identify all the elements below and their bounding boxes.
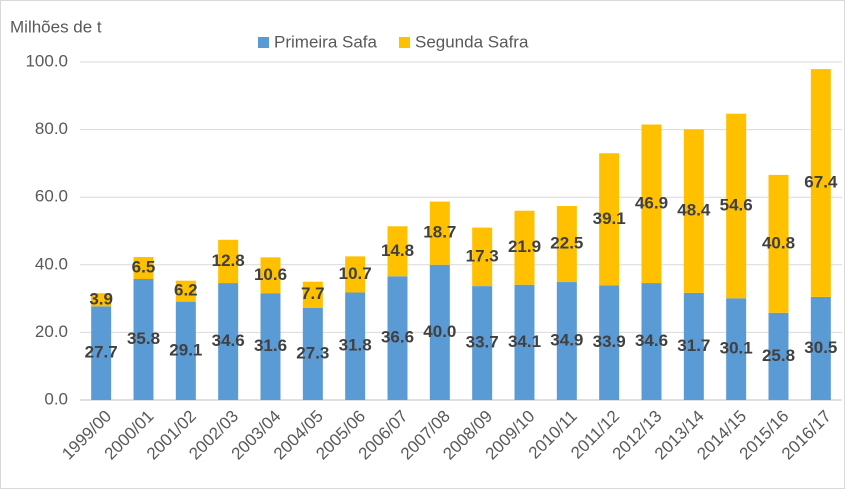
y-tick-label: 60.0 (35, 187, 68, 206)
bar-segment (345, 292, 366, 400)
data-label: 10.6 (254, 265, 287, 284)
data-label: 6.2 (174, 281, 198, 300)
bar-segment (387, 226, 408, 277)
data-label: 27.7 (85, 343, 118, 362)
bar-segment (91, 306, 112, 400)
y-tick-label: 80.0 (35, 119, 68, 138)
bar-segment (810, 69, 831, 297)
bar-segment (218, 283, 239, 400)
data-label: 33.7 (466, 333, 499, 352)
data-label: 30.1 (720, 339, 753, 358)
y-tick-label: 20.0 (35, 322, 68, 341)
legend-swatch (258, 37, 269, 48)
bar-segment (641, 124, 662, 284)
data-label: 34.1 (508, 332, 541, 351)
data-label: 18.7 (423, 223, 456, 242)
data-label: 14.8 (381, 241, 414, 260)
bar-segment (514, 284, 535, 400)
bar-segment (556, 282, 577, 400)
bar-segment (260, 257, 281, 294)
data-label: 39.1 (593, 209, 626, 228)
bar-segment (599, 153, 620, 286)
bar-segment (175, 301, 196, 400)
bar-segment (683, 129, 704, 293)
data-label: 6.5 (132, 257, 156, 276)
bar-segment (556, 205, 577, 283)
bar-segment (133, 257, 154, 279)
data-label: 46.9 (635, 193, 668, 212)
data-label: 40.0 (423, 322, 456, 341)
data-label: 25.8 (762, 346, 795, 365)
y-tick-label: 0.0 (44, 389, 68, 408)
data-label: 67.4 (804, 172, 838, 191)
bar-segment (260, 293, 281, 400)
bar-segment (683, 292, 704, 400)
bar-segment (175, 280, 196, 302)
legend-label: Primeira Safa (274, 32, 378, 51)
data-label: 33.9 (593, 332, 626, 351)
data-label: 31.7 (677, 336, 710, 355)
bar-segment (726, 298, 747, 400)
data-label: 10.7 (339, 264, 372, 283)
bar-segment (472, 286, 493, 400)
data-label: 34.6 (212, 331, 245, 350)
bar-segment (387, 276, 408, 400)
bar-segment (599, 285, 620, 400)
data-label: 3.9 (89, 289, 113, 308)
y-axis-label: Milhões de t (10, 17, 102, 36)
bar-segment (768, 174, 789, 313)
bar-segment (641, 283, 662, 400)
bar-segment (472, 227, 493, 287)
data-label: 30.5 (804, 338, 837, 357)
y-tick-label: 40.0 (35, 254, 68, 273)
y-tick-label: 100.0 (25, 51, 68, 70)
bar-segment (133, 278, 154, 400)
legend-swatch (398, 37, 410, 48)
data-label: 34.9 (550, 331, 583, 350)
bar-segment (302, 281, 323, 308)
legend-label: Segunda Safra (415, 32, 529, 51)
bar-segment (429, 201, 450, 265)
bar-segment (429, 264, 450, 400)
data-label: 40.8 (762, 233, 795, 252)
data-label: 12.8 (212, 251, 245, 270)
bar-segment (768, 312, 789, 400)
bar-segment (726, 113, 747, 299)
data-label: 48.4 (677, 201, 711, 220)
data-label: 34.6 (635, 331, 668, 350)
data-label: 21.9 (508, 237, 541, 256)
data-label: 29.1 (169, 340, 202, 359)
data-label: 36.6 (381, 328, 414, 347)
data-label: 35.8 (127, 329, 160, 348)
data-label: 54.6 (720, 195, 753, 214)
data-label: 31.6 (254, 336, 287, 355)
data-label: 27.3 (296, 343, 329, 362)
bar-segment (218, 239, 239, 284)
bar-segment (810, 296, 831, 400)
data-label: 31.8 (339, 336, 372, 355)
data-label: 17.3 (466, 246, 499, 265)
bar-segment (302, 307, 323, 400)
bar-segment (514, 210, 535, 285)
bar-segment (91, 293, 112, 307)
data-label: 7.7 (301, 284, 325, 303)
bar-segment (345, 256, 366, 293)
data-label: 22.5 (550, 233, 583, 252)
